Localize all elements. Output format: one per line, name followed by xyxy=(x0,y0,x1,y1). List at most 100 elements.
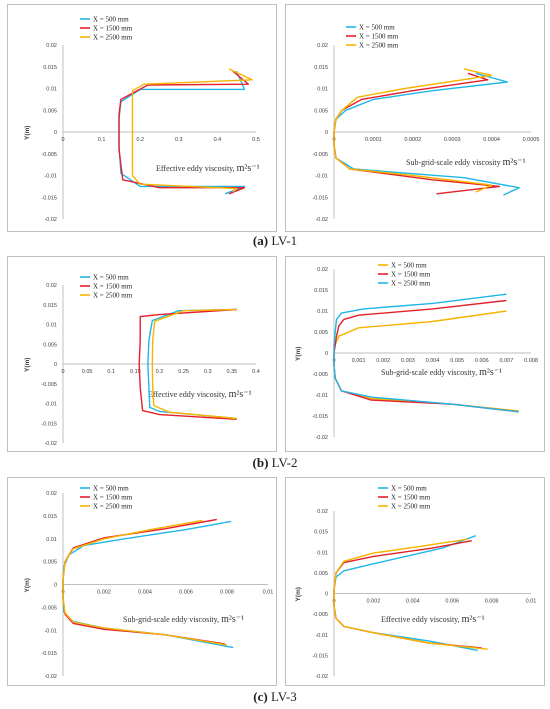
legend-label: X = 1500 mm xyxy=(391,271,431,279)
y-axis-label: Y(m) xyxy=(295,587,302,601)
y-tick-label: -0.015 xyxy=(41,195,57,201)
y-tick-label: 0 xyxy=(325,592,328,598)
y-axis-label: Y(m) xyxy=(24,358,31,372)
chart-panel-b-right: 0.02 0.015 0.01 0.005 0 -0.005 -0.01 -0.015 -0.0… xyxy=(285,256,545,452)
chart-svg-b-right: 0.02 0.015 0.01 0.005 0 -0.005 -0.01 -0.015 -0.0… xyxy=(295,262,538,442)
x-tick-label: 0 xyxy=(61,369,64,375)
y-tick-label: -0.015 xyxy=(312,414,328,420)
x-axis-label: Effective eddy viscosity, m²s⁻¹ xyxy=(381,614,485,625)
chart-panel-c-left: 0.02 0.015 0.01 0.005 0 -0.005 -0.01 -0.015 -0.0… xyxy=(7,477,277,686)
x-tick-label: 0.007 xyxy=(499,358,513,364)
x-axis-unit: m²s⁻¹ xyxy=(221,614,244,625)
y-tick-label: 0.015 xyxy=(43,65,57,71)
y-tick-label: 0.01 xyxy=(317,87,328,93)
legend-label: X = 2500 mm xyxy=(93,34,133,42)
x-axis-unit: m²s⁻¹ xyxy=(503,157,526,168)
y-tick-label: 0 xyxy=(54,583,57,589)
x-tick-label: 0.35 xyxy=(227,369,238,375)
legend-label: X = 500 mm xyxy=(391,262,427,270)
y-tick-label: 0.015 xyxy=(314,288,328,294)
legend-label: X = 1500 mm xyxy=(391,494,431,502)
y-tick-label: -0.02 xyxy=(44,674,57,680)
chart-svg-c-right: 0.02 0.015 0.01 0.005 0 -0.005 -0.01 -0.015 -0.0… xyxy=(295,485,536,681)
x-tick-label: 0.006 xyxy=(475,358,489,364)
chart-panel-a-left: 0.02 0.015 0.01 0.005 0 -0.005 -0.01 -0.015 -0.0… xyxy=(7,4,277,232)
x-axis-label: Sub-grid-scale eddy viscosity, m²s⁻¹ xyxy=(381,367,502,378)
x-tick-label: 0.004 xyxy=(426,358,440,364)
x-axis-unit: m²s⁻¹ xyxy=(462,614,485,625)
chart-svg-c-left: 0.02 0.015 0.01 0.005 0 -0.005 -0.01 -0.015 -0.0… xyxy=(24,485,274,681)
y-tick-label: 0.005 xyxy=(43,560,57,566)
y-tick-label: 0.01 xyxy=(46,537,57,543)
legend-label: X = 2500 mm xyxy=(391,503,431,511)
y-tick-label: 0.01 xyxy=(46,323,57,329)
series-line-2 xyxy=(333,540,482,649)
x-axis-label: Sub-grid-scale eddy viscosity, m²s⁻¹ xyxy=(123,614,244,625)
x-tick-label: 0.008 xyxy=(485,599,499,605)
y-tick-label: -0.005 xyxy=(312,372,328,378)
legend-label: X = 500 mm xyxy=(93,274,129,282)
series-line-2 xyxy=(138,308,237,420)
y-tick-label: -0.02 xyxy=(315,674,328,680)
series-line-3 xyxy=(333,538,488,650)
x-axis-unit: m²s⁻¹ xyxy=(229,389,252,400)
y-tick-label: 0.02 xyxy=(317,509,328,515)
legend-label: X = 1500 mm xyxy=(93,283,133,291)
x-tick-label: 0.0005 xyxy=(523,137,540,143)
y-tick-label: -0.005 xyxy=(312,612,328,618)
y-tick-label: 0.02 xyxy=(46,491,57,497)
x-tick-label: 0.01 xyxy=(263,590,274,596)
y-tick-label: 0.005 xyxy=(314,330,328,336)
legend-label: X = 1500 mm xyxy=(93,494,133,502)
series-line-2 xyxy=(118,70,250,195)
y-axis-label: Y(m) xyxy=(295,347,302,361)
chart-panel-a-right: 0.02 0.015 0.01 0.005 0 -0.005 -0.01 -0.015 -0.0… xyxy=(285,4,545,232)
x-tick-label: 0.0001 xyxy=(365,137,382,143)
y-tick-label: -0.015 xyxy=(41,421,57,427)
y-axis-label: Y(m) xyxy=(24,126,31,140)
y-tick-label: -0.01 xyxy=(315,393,328,399)
y-tick-label: 0 xyxy=(54,130,57,136)
y-tick-label: 0.02 xyxy=(317,267,328,273)
x-tick-label: 0.0004 xyxy=(483,137,500,143)
y-tick-label: 0.01 xyxy=(317,550,328,556)
chart-svg-a-right: 0.02 0.015 0.01 0.005 0 -0.005 -0.01 -0.015 -0.0… xyxy=(312,24,540,224)
y-tick-label: -0.01 xyxy=(315,174,328,180)
series-line-3 xyxy=(62,519,228,646)
y-tick-label: 0.02 xyxy=(317,43,328,49)
x-tick-label: 0.0003 xyxy=(444,137,461,143)
x-tick-label: 0.004 xyxy=(406,599,420,605)
x-tick-label: 0.2 xyxy=(136,137,144,143)
y-tick-label: -0.005 xyxy=(41,382,57,388)
legend-label: X = 500 mm xyxy=(359,24,395,32)
x-tick-label: 0.006 xyxy=(445,599,459,605)
x-tick-label: 0.008 xyxy=(524,358,538,364)
y-tick-label: 0.005 xyxy=(43,342,57,348)
y-tick-label: 0.005 xyxy=(314,571,328,577)
legend-label: X = 1500 mm xyxy=(359,33,399,41)
x-axis-unit: m²s⁻¹ xyxy=(479,367,502,378)
y-tick-label: 0.01 xyxy=(46,87,57,93)
y-tick-label: 0 xyxy=(325,130,328,136)
x-axis-unit: m²s⁻¹ xyxy=(237,163,260,174)
series-line-3 xyxy=(333,293,519,413)
caption-c: (c) LV-3 xyxy=(253,689,297,704)
y-tick-label: -0.005 xyxy=(41,152,57,158)
y-axis-label: Y(m) xyxy=(24,578,31,592)
x-axis-label: Sub-grid-scale eddy viscosity m²s⁻¹ xyxy=(406,157,526,168)
x-tick-label: 0.5 xyxy=(252,137,260,143)
y-tick-label: 0.01 xyxy=(317,309,328,315)
x-tick-label: 0.15 xyxy=(130,369,141,375)
caption-b: (b) LV-2 xyxy=(252,455,298,470)
y-tick-label: -0.01 xyxy=(315,633,328,639)
y-tick-label: -0.005 xyxy=(312,152,328,158)
legend-label: X = 2500 mm xyxy=(359,42,399,50)
y-tick-label: -0.02 xyxy=(315,435,328,441)
x-tick-label: 0.002 xyxy=(367,599,381,605)
x-tick-label: 0.005 xyxy=(450,358,464,364)
x-axis-label: Effective eddy viscosity, m²s⁻¹ xyxy=(156,163,260,174)
y-tick-label: 0 xyxy=(325,351,328,357)
x-tick-label: 0.002 xyxy=(376,358,390,364)
legend-label: X = 2500 mm xyxy=(93,503,133,511)
x-tick-label: 0.006 xyxy=(179,590,193,596)
